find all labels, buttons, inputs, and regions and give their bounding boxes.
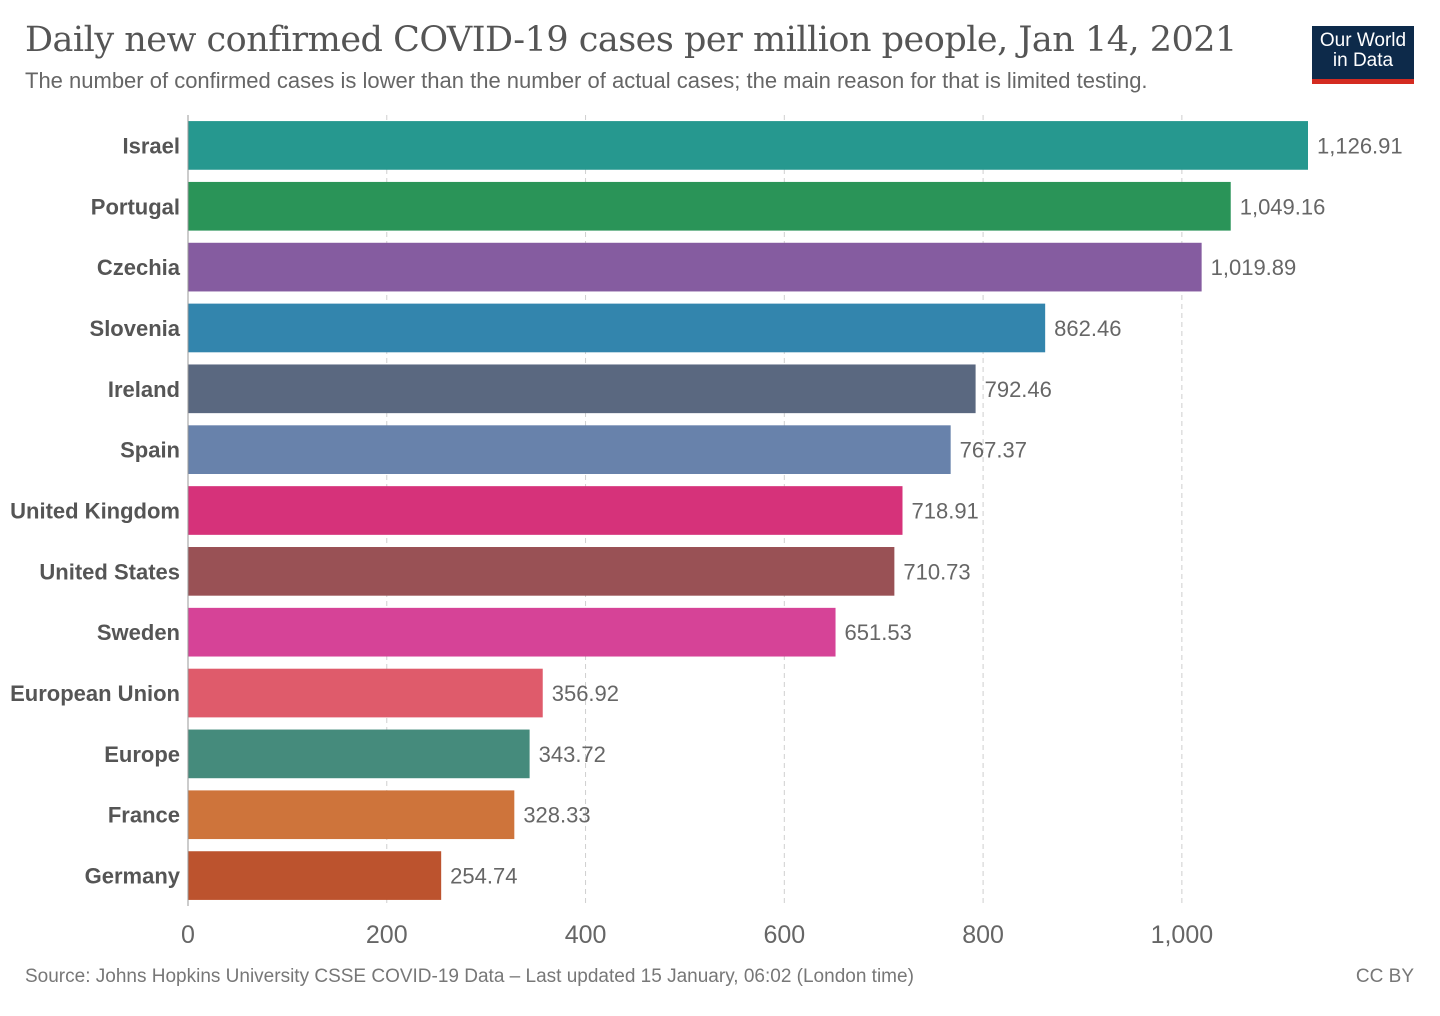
value-label: 862.46: [1054, 316, 1121, 341]
value-label: 710.73: [903, 559, 970, 584]
category-label: Spain: [120, 438, 180, 463]
value-label: 767.37: [960, 438, 1027, 463]
category-label: France: [108, 803, 180, 828]
category-label: Ireland: [108, 377, 180, 402]
value-label: 328.33: [523, 803, 590, 828]
category-label: Europe: [104, 742, 180, 767]
bar: [188, 364, 976, 414]
category-label: Portugal: [91, 194, 180, 219]
bar-chart: Israel 1,126.91 Portugal 1,049.16 Czechia 1,0…: [10, 115, 1403, 949]
bar: [188, 242, 1202, 292]
bar: [188, 668, 543, 718]
value-label: 718.91: [912, 499, 979, 524]
logo-line-1: Our World: [1319, 30, 1407, 51]
category-label: Germany: [85, 864, 181, 889]
category-label: Sweden: [97, 620, 180, 645]
category-label: Czechia: [97, 255, 181, 280]
owid-logo[interactable]: Our World in Data: [1312, 26, 1414, 84]
value-label: 343.72: [539, 742, 606, 767]
category-label: United States: [39, 559, 180, 584]
bar: [188, 303, 1046, 353]
value-label: 792.46: [985, 377, 1052, 402]
logo-line-2: in Data: [1332, 50, 1394, 71]
category-label: United Kingdom: [10, 499, 180, 524]
bar: [188, 729, 530, 779]
value-label: 1,126.91: [1317, 133, 1403, 158]
x-tick-label: 1,000: [1151, 921, 1214, 949]
value-label: 1,049.16: [1240, 194, 1326, 219]
bar: [188, 547, 895, 596]
bar: [188, 425, 951, 474]
bars: Israel 1,126.91 Portugal 1,049.16 Czechia 1,0…: [10, 121, 1403, 900]
x-tick-label: 0: [181, 921, 195, 949]
bar: [188, 181, 1231, 231]
value-label: 254.74: [450, 864, 517, 889]
bar: [188, 121, 1308, 170]
category-label: Israel: [123, 133, 181, 158]
source-note[interactable]: Source: Johns Hopkins University CSSE CO…: [25, 966, 914, 987]
value-label: 651.53: [845, 620, 912, 645]
license-label[interactable]: CC BY: [1355, 966, 1414, 987]
bar: [188, 851, 442, 900]
x-tick-label: 200: [366, 921, 408, 949]
chart-subtitle: The number of confirmed cases is lower t…: [25, 68, 1148, 93]
x-tick-label: 800: [962, 921, 1004, 949]
category-label: Slovenia: [90, 316, 181, 341]
x-tick-label: 600: [763, 921, 805, 949]
value-label: 356.92: [552, 681, 619, 706]
x-tick-label: 400: [565, 921, 607, 949]
chart-title: Daily new confirmed COVID-19 cases per m…: [25, 20, 1237, 60]
x-axis: 0 200 400 600 800 1,000: [181, 115, 1213, 949]
bar: [188, 790, 515, 840]
bar: [188, 486, 903, 535]
bar: [188, 607, 836, 657]
value-label: 1,019.89: [1211, 255, 1297, 280]
category-label: European Union: [10, 681, 180, 706]
